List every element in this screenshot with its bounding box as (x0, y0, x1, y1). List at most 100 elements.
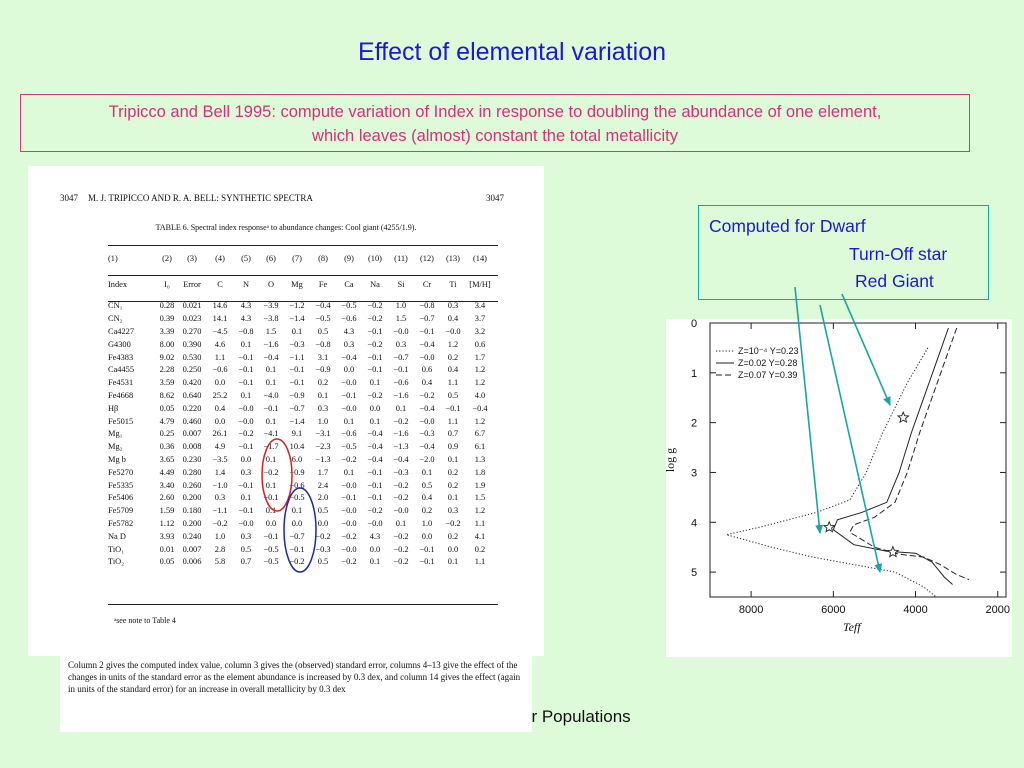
table-cell: −1.7 (263, 442, 279, 452)
table-cell: −0.6 (289, 480, 305, 490)
table-cell: Mg (291, 279, 303, 289)
table-cell: Si (397, 279, 405, 289)
table-cell: −0.8 (315, 339, 331, 349)
table-cell: 0.1 (317, 391, 329, 401)
table-cell: Fe5782 (108, 519, 134, 529)
table-cell: 4.49 (159, 467, 175, 477)
table-cell: (5) (241, 253, 251, 263)
table-cell: 0.5 (317, 557, 329, 567)
table-cell: −0.2 (238, 429, 254, 439)
table-cell: 3.93 (159, 531, 175, 541)
table-cell: −0.4 (419, 339, 435, 349)
table-cell: Fe5709 (108, 506, 134, 516)
table-cell: −0.3 (393, 467, 409, 477)
table-cell: 1.2 (474, 365, 486, 375)
table-cell: Error (183, 279, 201, 289)
table-row: Na D 3.93 0.240 1.0 0.3 −0.1 −0.7 −0.2 −0.2 4.3 −0… (108, 530, 498, 543)
table-cell: −0.9 (289, 467, 305, 477)
y-axis-label: log g (666, 448, 677, 472)
table-cell: −0.2 (393, 416, 409, 426)
table-cell: 1.1 (214, 352, 226, 362)
table-cell: −0.4 (367, 429, 383, 439)
table-cell: 6.1 (474, 442, 486, 452)
x-tick-label: 4000 (903, 604, 927, 616)
table-cell: 0.39 (159, 314, 175, 324)
table-cell: −0.7 (419, 314, 435, 324)
table-row: Ca4455 2.28 0.250 −0.6 −0.1 0.1 −0.1 −0.9 0.0 −0.… (108, 364, 498, 377)
table-cell: 6.0 (291, 455, 303, 465)
table-cell: −0.0 (238, 403, 254, 413)
x-tick-label: 2000 (986, 604, 1010, 616)
isochrone-chart: 8000 6000 4000 2000 0 1 2 3 4 5 Teff log g Z=10⁻⁴ Y=… (663, 318, 1010, 634)
table-cell: 1.0 (395, 301, 407, 311)
table-cell: −0.5 (341, 442, 357, 452)
table-cell: 2.0 (317, 493, 329, 503)
table-row: Fe5782 1.12 0.200 −0.2 −0.0 0.0 0.0 0.0 −0.0 −0.0… (108, 517, 498, 530)
table-cell: 6.7 (474, 429, 486, 439)
table-cell: 1.1 (474, 519, 486, 529)
table-cell: −0.1 (393, 365, 409, 375)
table-cell: Na D (108, 531, 126, 541)
table-cell: CN₂ (108, 314, 123, 324)
data-table: (1) (2) (3) (4) (5) (6) (7) (8) (9) (10) (11) (12) (… (108, 252, 498, 568)
table-cell: 3.2 (474, 327, 486, 337)
table-cell: Fe4531 (108, 378, 134, 388)
table-cell: 1.1 (447, 378, 459, 388)
table-cell: Ca4455 (108, 365, 135, 375)
table-cell: 0.1 (369, 378, 381, 388)
table-cell: −0.2 (341, 455, 357, 465)
page-number-left: 3047 (60, 193, 78, 203)
table-cell: 0.006 (182, 557, 202, 567)
table-cell: 0.1 (265, 416, 277, 426)
star-marker (822, 520, 836, 533)
table-cell: 1.2 (474, 378, 486, 388)
table-cell: 8.00 (159, 339, 175, 349)
table-cell: 9.02 (159, 352, 175, 362)
scanned-table-image: 3047 M. J. TRIPICCO AND R. A. BELL: SYNT… (28, 166, 544, 656)
table-cell: −0.2 (289, 557, 305, 567)
table-cell: −0.1 (367, 327, 383, 337)
table-cell: −0.1 (263, 493, 279, 503)
table-cell: (6) (266, 253, 276, 263)
table-cell: (11) (394, 253, 408, 263)
table-cell: −0.6 (341, 314, 357, 324)
table-cell: 0.200 (182, 519, 202, 529)
table-footnote: Column 2 gives the computed index value,… (68, 660, 521, 694)
table-cell: 4.0 (474, 391, 486, 401)
table-row: Mg₂ 0.36 0.008 4.9 −0.1 −1.7 10.4 −2.3 −0.5 −0.4−… (108, 440, 498, 453)
table-cell: 0.01 (159, 544, 175, 554)
table-cell: 1.9 (474, 480, 486, 490)
table-cell: −0.1 (238, 506, 254, 516)
table-cell: −0.0 (341, 480, 357, 490)
table-cell: −0.4 (367, 455, 383, 465)
table-cell: −0.4 (341, 352, 357, 362)
table-cell: 1.0 (214, 531, 226, 541)
table-cell: 0.4 (421, 378, 433, 388)
table-cell: Ca4227 (108, 327, 135, 337)
table-cell: (13) (446, 253, 460, 263)
table-cell: 0.1 (240, 339, 252, 349)
table-cell: −0.7 (393, 352, 409, 362)
scanned-footnote-image: Column 2 gives the computed index value,… (60, 654, 532, 732)
table-cell: 3.4 (474, 301, 486, 311)
footer-text: ar Populations (522, 707, 631, 726)
series-line (726, 347, 937, 598)
table-cell: −0.1 (367, 493, 383, 503)
table-cell: 4.3 (369, 531, 381, 541)
table-cell: 0.200 (182, 493, 202, 503)
table-cell: 0.6 (474, 339, 486, 349)
table-cell: −4.5 (212, 327, 228, 337)
table-cell: 0.3 (395, 339, 407, 349)
table-cell: −0.5 (315, 314, 331, 324)
table-row: Mg₁ 0.25 0.007 26.1 −0.2 −4.1 9.1 −3.1 −0.6 −0.4−… (108, 428, 498, 441)
star-marker (896, 411, 910, 424)
table-rule-bottom (108, 604, 498, 605)
table-cell: 1.3 (474, 455, 486, 465)
table-cell: 9.1 (291, 429, 303, 439)
x-tick-label: 8000 (739, 604, 763, 616)
table-cell: −0.2 (393, 531, 409, 541)
table-cell: 0.1 (265, 378, 277, 388)
table-cell: Na (370, 279, 380, 289)
table-cell: 0.9 (447, 442, 459, 452)
table-cell: (8) (318, 253, 328, 263)
